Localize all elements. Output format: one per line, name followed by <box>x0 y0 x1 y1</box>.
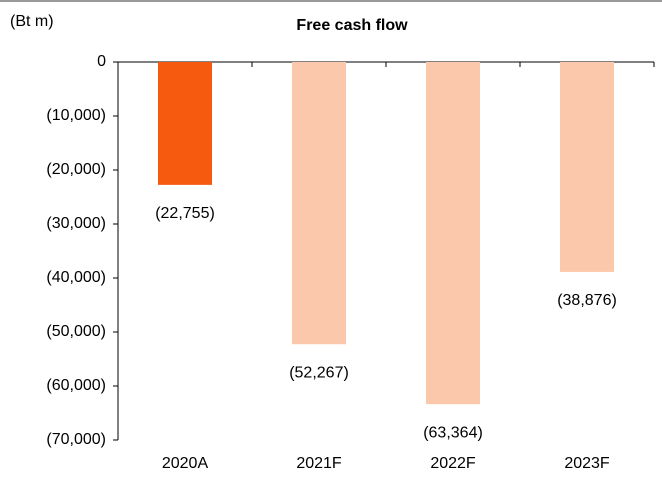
y-tick-label: (50,000) <box>46 323 106 340</box>
bar <box>158 62 212 185</box>
data-label: (22,755) <box>155 205 215 222</box>
y-tick-label: (60,000) <box>46 377 106 394</box>
y-tick-label: 0 <box>97 53 106 70</box>
x-tick-label: 2020A <box>162 455 209 472</box>
bar <box>426 62 480 405</box>
data-label: (38,876) <box>557 292 617 309</box>
y-tick-label: (10,000) <box>46 107 106 124</box>
bar <box>292 62 346 345</box>
y-tick-label: (20,000) <box>46 161 106 178</box>
x-tick-label: 2021F <box>296 455 342 472</box>
data-label: (63,364) <box>423 424 483 441</box>
y-tick-label: (30,000) <box>46 215 106 232</box>
y-tick-label: (70,000) <box>46 431 106 448</box>
data-label: (52,267) <box>289 364 349 381</box>
chart-title: Free cash flow <box>296 17 408 34</box>
y-tick-label: (40,000) <box>46 269 106 286</box>
bar <box>560 62 614 272</box>
x-tick-label: 2022F <box>430 455 476 472</box>
y-axis-label: (Bt m) <box>10 13 54 30</box>
x-tick-label: 2023F <box>564 455 610 472</box>
